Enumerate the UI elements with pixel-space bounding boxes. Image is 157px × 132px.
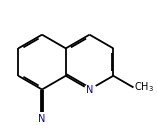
Text: N: N	[86, 84, 93, 95]
Text: N: N	[38, 114, 46, 124]
Text: CH$_3$: CH$_3$	[134, 81, 154, 94]
